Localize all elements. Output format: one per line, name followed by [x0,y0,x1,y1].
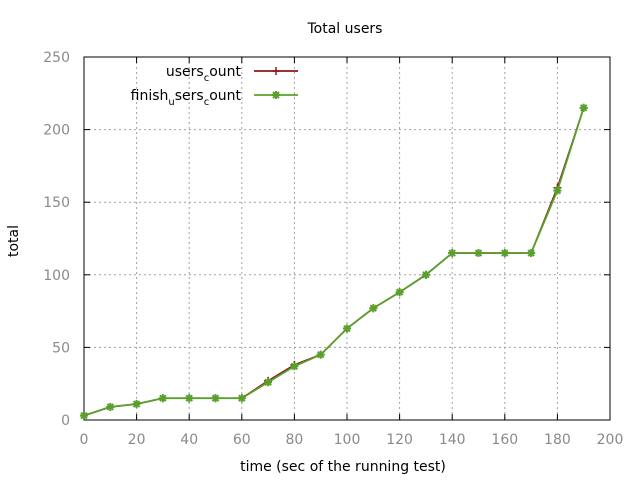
y-axis-label: total [6,225,22,257]
series-users-count [80,103,588,420]
data-point [448,249,456,257]
data-point [501,249,509,257]
legend: userscount finishuserscount [131,64,298,108]
data-point [395,288,404,296]
data-point [527,249,535,257]
y-tick-label: 100 [43,268,70,284]
x-tick-label: 140 [439,432,466,448]
data-point [211,394,220,402]
x-tick-label: 100 [334,432,361,448]
axis-ticks: 0 20 40 60 80 100 120 140 160 180 200 0 50 100 150 200 2… [43,50,623,448]
y-tick-label: 150 [43,195,70,211]
data-point [579,104,588,112]
x-axis-label: time (sec of the running test) [240,459,446,475]
x-tick-label: 40 [180,432,198,448]
data-point [369,304,378,312]
series-line [83,107,585,417]
series-line [83,107,585,417]
legend-label: finishuserscount [131,88,242,108]
y-tick-label: 250 [43,50,70,66]
chart-title: Total users [307,21,383,37]
data-point [185,394,193,402]
data-point [264,378,272,386]
y-tick-label: 0 [61,413,70,429]
x-tick-label: 120 [386,432,413,448]
series-group [80,103,588,420]
data-point [238,394,246,402]
x-tick-label: 180 [544,432,571,448]
data-point [290,362,299,370]
x-tick-label: 60 [233,432,251,448]
data-point [316,350,325,359]
y-tick-label: 200 [43,123,70,139]
data-point [343,324,351,333]
data-point [80,411,88,420]
x-tick-label: 160 [491,432,518,448]
data-point [132,400,141,408]
x-tick-label: 0 [80,432,89,448]
x-tick-label: 80 [285,432,303,448]
x-tick-label: 200 [597,432,624,448]
data-point [422,271,430,279]
grid [83,56,611,421]
data-point [159,394,167,402]
y-tick-label: 50 [52,340,70,356]
x-tick-label: 20 [128,432,146,448]
legend-label: userscount [166,64,242,84]
data-point [553,186,562,195]
data-point [474,249,483,257]
legend-marker [272,91,280,99]
data-point [106,403,115,411]
series-finish-users-count [80,103,588,420]
